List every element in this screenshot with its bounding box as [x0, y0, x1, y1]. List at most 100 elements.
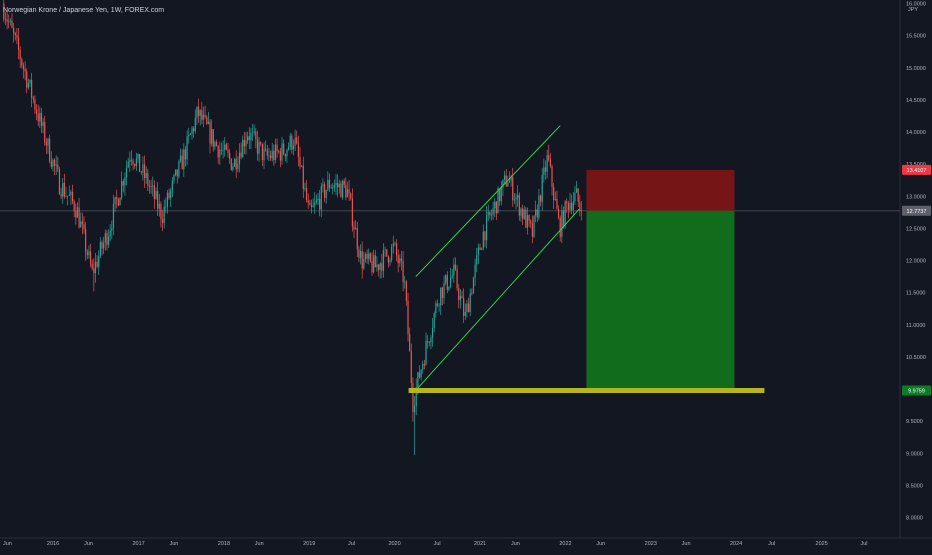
- candle: [430, 334, 432, 350]
- candle: [377, 263, 380, 277]
- candle: [279, 147, 281, 168]
- candle: [212, 128, 214, 152]
- channel-lower-line[interactable]: [415, 208, 580, 391]
- price-tick-label: 14.0000: [906, 130, 926, 136]
- candle: [517, 185, 519, 207]
- candle: [253, 124, 255, 136]
- candle-body: [530, 220, 532, 224]
- candle-body: [81, 221, 83, 225]
- candle-body: [197, 106, 200, 117]
- candle-body: [155, 190, 157, 199]
- candle: [562, 206, 565, 229]
- candle: [389, 257, 391, 267]
- candle-body: [341, 180, 344, 198]
- candle-body: [287, 147, 290, 150]
- price-tags-layer: 13.4107 12.7737 9.9759: [902, 164, 931, 396]
- time-axis[interactable]: [0, 538, 932, 550]
- candle-body: [538, 195, 540, 218]
- candle-body: [359, 251, 362, 258]
- candle-body: [243, 139, 245, 147]
- candle: [323, 181, 326, 203]
- candle: [338, 179, 340, 194]
- candle: [538, 188, 540, 221]
- candle-body: [73, 201, 75, 212]
- candle: [400, 250, 403, 271]
- candle-body: [171, 180, 173, 191]
- candle: [137, 153, 139, 163]
- candle: [183, 143, 185, 177]
- candle: [121, 171, 123, 200]
- candle-body: [39, 113, 41, 122]
- candle: [86, 249, 88, 260]
- candle-body: [577, 188, 579, 203]
- candle-body: [4, 19, 7, 21]
- candle: [52, 158, 54, 172]
- candle-body: [284, 154, 286, 157]
- candle: [503, 170, 506, 184]
- candle: [73, 199, 75, 218]
- candle: [116, 189, 118, 209]
- time-tick-label: 2016: [47, 541, 59, 547]
- candle-body: [83, 224, 85, 230]
- candle: [11, 13, 13, 29]
- candle-body: [459, 296, 461, 301]
- candle: [184, 146, 187, 167]
- candle-body: [273, 150, 275, 161]
- price-axis[interactable]: [900, 0, 932, 550]
- price-tick-label: 15.0000: [906, 66, 926, 72]
- take-profit-zone[interactable]: [586, 210, 735, 391]
- target-price-tag-text: 9.9759: [908, 389, 925, 395]
- candle: [176, 169, 178, 184]
- candle: [134, 163, 136, 169]
- candle: [103, 236, 105, 254]
- candle-body: [376, 264, 378, 268]
- candle-body: [564, 201, 566, 227]
- chart-title: Norwegian Krone / Japanese Yen, 1W, FORE…: [3, 7, 164, 14]
- candle-body: [37, 113, 39, 122]
- channel-upper-line[interactable]: [415, 125, 561, 277]
- candle: [53, 158, 56, 176]
- candle-body: [340, 183, 342, 198]
- candle-body: [571, 203, 573, 210]
- candle-body: [551, 165, 553, 187]
- candle-body: [438, 305, 440, 307]
- candle-body: [543, 167, 545, 176]
- candle: [412, 377, 414, 422]
- candle-body: [548, 155, 550, 161]
- candle-body: [71, 191, 74, 202]
- candle-body: [251, 132, 254, 134]
- candle: [70, 189, 72, 205]
- drawings-layer[interactable]: [408, 125, 765, 394]
- candle-body: [3, 3, 5, 20]
- candle: [58, 166, 61, 195]
- candle: [340, 180, 342, 198]
- stop-loss-zone[interactable]: [586, 169, 735, 211]
- candle: [107, 229, 110, 248]
- candle: [261, 143, 263, 166]
- candle: [281, 136, 283, 165]
- candle: [214, 140, 216, 151]
- candle-body: [99, 242, 101, 257]
- time-tick-label: Jul: [860, 541, 867, 547]
- candle: [243, 132, 245, 154]
- candle-body: [101, 242, 103, 249]
- candle-body: [319, 198, 321, 210]
- candle-body: [505, 175, 507, 187]
- short-position-tool[interactable]: [586, 169, 735, 391]
- candle: [284, 153, 286, 162]
- candle-body: [31, 79, 33, 98]
- candle-body: [139, 154, 141, 172]
- candle: [551, 164, 553, 196]
- candle-body: [353, 226, 355, 230]
- candle: [535, 200, 537, 222]
- candle: [474, 258, 476, 286]
- price-tick-label: 15.5000: [906, 34, 926, 40]
- candle: [127, 157, 129, 168]
- candle-body: [89, 251, 92, 264]
- candle-body: [467, 303, 470, 313]
- candle: [101, 240, 103, 256]
- candle: [240, 142, 242, 160]
- candle-body: [423, 363, 425, 365]
